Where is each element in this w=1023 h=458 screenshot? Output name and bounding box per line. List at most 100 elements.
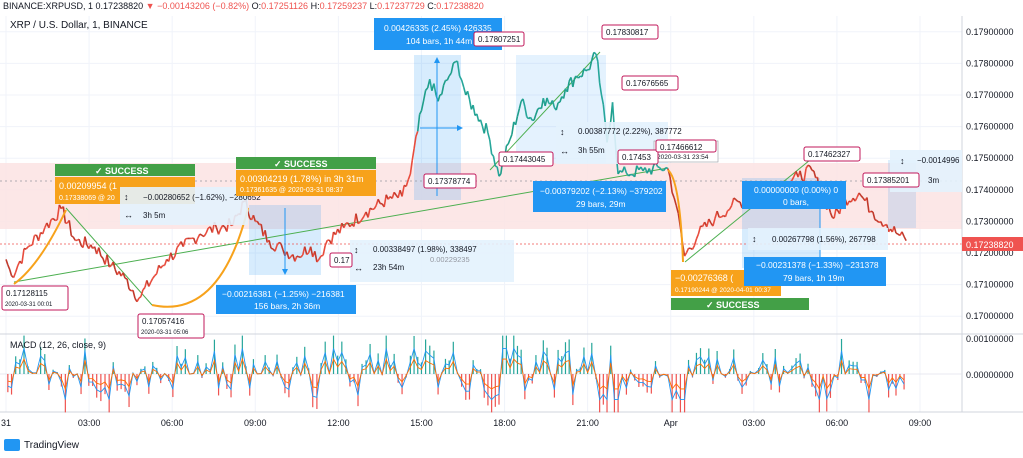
- macd-bar: [312, 374, 314, 408]
- price-segment: [68, 220, 73, 236]
- measure-2-icon: ↕: [354, 245, 359, 255]
- macd-bar: [516, 345, 519, 374]
- price-segment: [813, 170, 817, 179]
- macd-bar: [613, 374, 616, 413]
- price-segment: [799, 170, 803, 181]
- macd-bar: [437, 374, 439, 395]
- price-segment: [697, 225, 702, 235]
- macd-bar: [557, 349, 559, 374]
- price-segment: [458, 75, 463, 81]
- price-segment: [330, 231, 335, 245]
- macd-bar: [172, 374, 174, 398]
- short-box-1-l1: −0.00216381 (−1.25%) −216381: [222, 289, 345, 299]
- measure-4-text: 0.00267798 (1.56%), 267798: [772, 235, 876, 244]
- measure-2-time: 23h 54m: [373, 263, 404, 272]
- price-segment: [468, 98, 473, 110]
- price-segment: [733, 197, 737, 201]
- macd-bar: [465, 374, 467, 400]
- price-segment: [48, 219, 52, 229]
- macd-bar: [234, 344, 236, 374]
- price-segment: [585, 69, 589, 72]
- box-zero-l2: 0 bars,: [783, 197, 809, 207]
- success-badge-1: [55, 164, 195, 176]
- price-segment: [505, 143, 509, 147]
- price-axis[interactable]: 0.17900000 0.17800000 0.17700000 0.17600000…: [966, 27, 1014, 321]
- macd-bar: [332, 335, 335, 374]
- price-segment: [488, 139, 493, 155]
- price-segment: [7, 264, 11, 270]
- callout-text: 0.17385201: [867, 176, 910, 185]
- measure-2-ghost: 0.00229235: [430, 255, 470, 264]
- callout-box: [655, 139, 717, 153]
- tradingview-icon: [4, 439, 20, 451]
- high-label: H:: [310, 1, 320, 11]
- price-segment: [882, 224, 886, 228]
- macd-bar: [213, 339, 216, 374]
- open-value: 0.17251126: [261, 1, 309, 11]
- macd-bar: [425, 339, 427, 374]
- callout-box: [617, 149, 659, 165]
- macd-bar: [708, 348, 710, 374]
- measure-5-text: −0.0014996: [917, 156, 960, 165]
- price-segment: [391, 192, 395, 199]
- price-segment: [128, 288, 132, 292]
- macd-bar: [815, 374, 817, 397]
- macd-bar: [564, 342, 567, 374]
- price-segment: [367, 208, 371, 218]
- price-segment: [373, 205, 377, 210]
- macd-bar: [249, 374, 251, 396]
- x-tick-label: 09:00: [909, 418, 932, 428]
- price-segment: [691, 245, 696, 250]
- price-segment: [526, 116, 530, 120]
- callout-box: [329, 252, 353, 268]
- macd-bar: [741, 374, 743, 394]
- callout-box: [137, 313, 205, 339]
- macd-bar: [60, 374, 62, 387]
- measure-1-time: 3h 5m: [143, 211, 166, 220]
- macd-bar: [646, 374, 648, 393]
- y-tick-label: 0.17800000: [966, 58, 1014, 68]
- price-segment: [407, 173, 412, 180]
- measure-2-text: 0.00338497 (1.98%), 338497: [373, 245, 477, 254]
- price-segment: [174, 247, 178, 257]
- price-segment: [409, 160, 414, 175]
- price-segment: [405, 179, 410, 187]
- short-box-2-l1: −0.00379202 (−2.13%) −379202: [540, 186, 663, 196]
- macd-bar: [895, 374, 897, 396]
- price-segment: [479, 119, 484, 127]
- macd-bar: [226, 374, 228, 389]
- price-segment: [462, 86, 467, 96]
- price-segment: [201, 234, 205, 238]
- macd-bar: [124, 374, 126, 392]
- macd-bar: [535, 355, 537, 374]
- macd-bar: [148, 374, 150, 394]
- price-segment: [316, 258, 320, 263]
- price-segment: [685, 247, 690, 253]
- macd-bar: [638, 374, 640, 387]
- price-segment: [448, 72, 452, 77]
- success-badge-3: [671, 298, 809, 310]
- macd-bar: [409, 355, 411, 374]
- time-axis[interactable]: 31 03:00 06:00 09:00 12:00 15:00 18:00 21:00 Apr…: [1, 418, 931, 428]
- macd-bar: [468, 374, 471, 400]
- price-segment: [54, 219, 58, 222]
- macd-bar: [136, 374, 138, 386]
- measure-5-time: 3m: [928, 176, 939, 185]
- price-segment: [581, 68, 585, 77]
- price-segment: [485, 123, 489, 134]
- price-segment: [809, 165, 813, 171]
- price-segment: [535, 108, 539, 115]
- y-tick-label: 0.17200000: [966, 248, 1014, 258]
- x-tick-label: 15:00: [410, 418, 433, 428]
- callout-text: 0.17443045: [503, 155, 546, 164]
- price-segment: [126, 278, 130, 290]
- price-segment: [673, 197, 678, 206]
- trend-line-green-4: [684, 159, 811, 263]
- price-segment: [294, 255, 298, 262]
- price-segment: [671, 192, 675, 199]
- y-tick-label: 0.17900000: [966, 27, 1014, 37]
- short-box-1: [216, 285, 356, 314]
- macd-bar: [413, 335, 415, 374]
- tradingview-logo[interactable]: TradingView: [4, 439, 79, 451]
